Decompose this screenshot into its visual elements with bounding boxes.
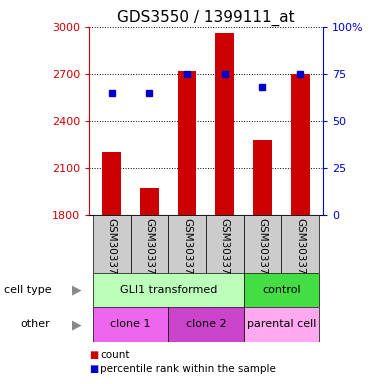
Text: GSM303374: GSM303374	[220, 218, 230, 281]
Text: cell type: cell type	[4, 285, 51, 295]
Text: control: control	[262, 285, 301, 295]
Text: GSM303376: GSM303376	[295, 218, 305, 281]
Text: GSM303373: GSM303373	[182, 218, 192, 281]
Bar	[131, 215, 168, 273]
Text: ■: ■	[89, 350, 98, 360]
Text: GLI1 transformed: GLI1 transformed	[119, 285, 217, 295]
Text: percentile rank within the sample: percentile rank within the sample	[100, 364, 276, 374]
Text: clone 1: clone 1	[110, 319, 151, 329]
Text: count: count	[100, 350, 130, 360]
Bar	[253, 140, 272, 215]
Bar	[102, 152, 121, 215]
Text: GSM303371: GSM303371	[106, 218, 116, 281]
Bar	[140, 188, 159, 215]
Text: ■: ■	[89, 364, 98, 374]
Bar	[244, 307, 319, 342]
Text: GSM303372: GSM303372	[144, 218, 154, 281]
Bar	[215, 33, 234, 215]
Text: parental cell: parental cell	[247, 319, 316, 329]
Text: ▶: ▶	[72, 283, 82, 296]
Text: other: other	[20, 319, 50, 329]
Bar	[93, 273, 244, 307]
Bar	[168, 215, 206, 273]
Bar	[244, 273, 319, 307]
Bar	[93, 307, 168, 342]
Bar	[291, 74, 309, 215]
Text: clone 2: clone 2	[186, 319, 226, 329]
Bar	[178, 71, 197, 215]
Bar	[244, 215, 281, 273]
Text: GSM303375: GSM303375	[257, 218, 267, 281]
Bar	[93, 215, 131, 273]
Text: ▶: ▶	[72, 318, 82, 331]
Bar	[281, 215, 319, 273]
Bar	[168, 307, 244, 342]
Title: GDS3550 / 1399111_at: GDS3550 / 1399111_at	[117, 9, 295, 25]
Bar	[206, 215, 244, 273]
